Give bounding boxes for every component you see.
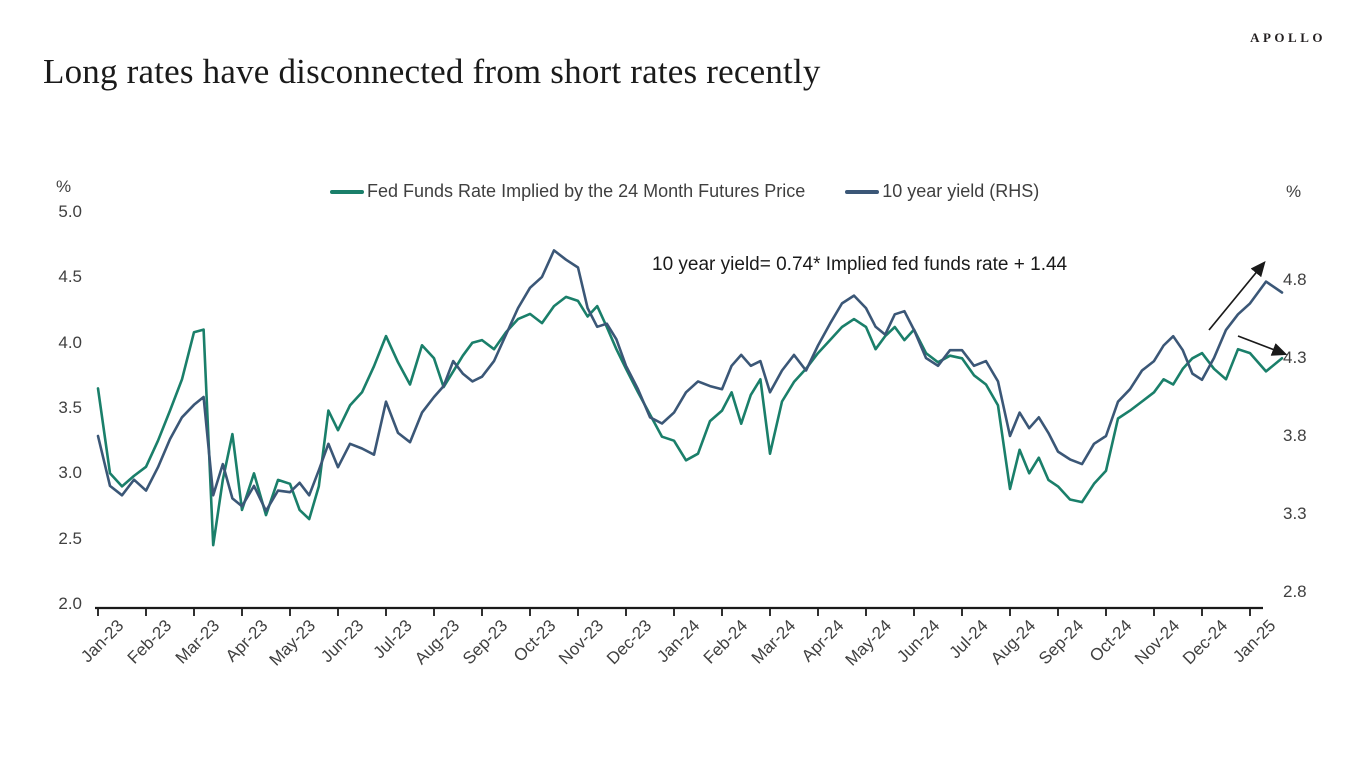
left-axis-tick-label: 2.0 [58,594,82,613]
left-axis-unit: % [56,177,72,196]
ten-year-legend-label: 10 year yield (RHS) [882,181,1040,201]
left-axis-tick-label: 4.0 [58,332,82,352]
fed-funds-line-swatch [330,189,364,194]
chart-series [96,249,1284,547]
legend-item-ten-year: 10 year yield (RHS) [845,181,1039,202]
chart-legend: Fed Funds Rate Implied by the 24 Month F… [330,181,1039,202]
left-axis-tick-label: 5.0 [58,202,82,221]
legend-item-fed-funds: Fed Funds Rate Implied by the 24 Month F… [330,181,805,202]
right-axis-tick-label: 3.8 [1283,426,1307,445]
left-axis-tick-label: 4.5 [58,267,82,287]
x-axis [95,606,1263,616]
ten-year-line-swatch [845,189,880,194]
right-axis-unit: % [1286,182,1302,201]
right-axis-tick-label: 4.3 [1283,348,1307,367]
fed-funds-flat-arrow [1237,335,1288,356]
left-axis-tick-label: 3.0 [58,463,82,483]
right-axis-tick-label: 4.8 [1283,270,1307,289]
fed-funds-line [96,295,1284,547]
apollo-logo: APOLLO [1250,30,1326,45]
ten-year-line [96,249,1284,513]
divergence-arrows [1208,261,1288,356]
regression-annotation: 10 year yield= 0.74* Implied fed funds r… [652,254,1068,275]
left-axis-tick-label: 2.5 [58,528,82,548]
right-axis-tick-label: 2.8 [1283,582,1307,601]
ten-year-up-arrow [1208,261,1266,331]
left-axis-tick-label: 3.5 [58,398,82,417]
page-title: Long rates have disconnected from short … [43,52,821,91]
fed-funds-legend-label: Fed Funds Rate Implied by the 24 Month F… [367,181,806,201]
right-axis-tick-label: 3.3 [1283,504,1307,523]
